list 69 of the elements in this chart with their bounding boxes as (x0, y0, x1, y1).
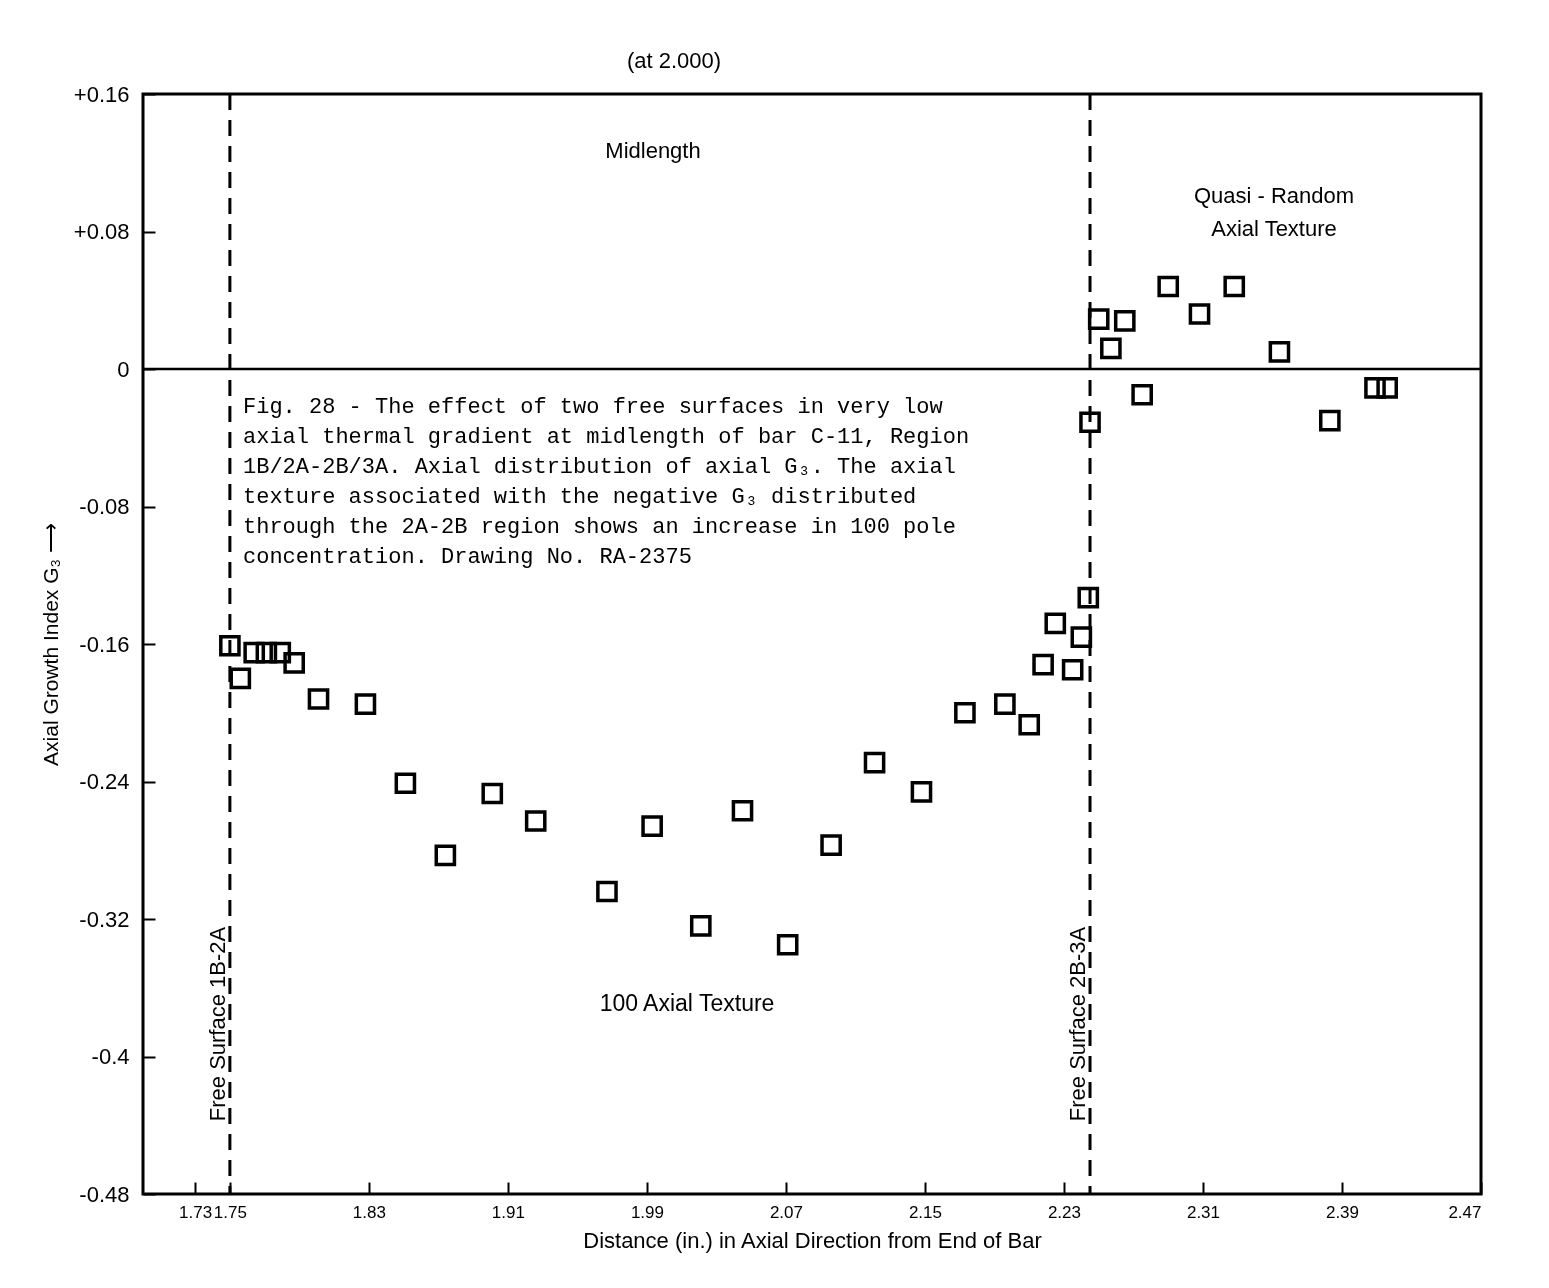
point (481, 782, 504, 805)
point (219, 634, 241, 657)
y-tick-label: 0 (117, 356, 130, 382)
point (1364, 377, 1386, 399)
point (641, 815, 663, 838)
point (434, 844, 457, 867)
point (1087, 308, 1110, 330)
point (910, 780, 933, 803)
x-tick-label: 1.91 (491, 1202, 525, 1222)
point (307, 688, 330, 710)
y-tick-label: -0.24 (79, 769, 130, 794)
point (1070, 626, 1093, 648)
point (954, 701, 976, 724)
annotation: Fig. 28 - The effect of two free surfaces in very low axial thermal gradient at midlength of bar C-11, Region 1B/2A-2B/3A. Axial distribution of axial G₃. The axial texture associated with the negative G₃ distributed through the 2A-2B region shows an increase in 100 pole concentration. Drawing No. RA-2375 (243, 395, 970, 570)
point (524, 810, 547, 832)
point (1268, 340, 1291, 363)
point (394, 772, 417, 795)
point (255, 641, 278, 664)
x-tick-label: 2.15 (908, 1202, 942, 1222)
x-tick-label: 2.47 (1448, 1202, 1482, 1222)
y-tick-label: -0.08 (79, 494, 130, 519)
x-tick-label: 1.73 (179, 1202, 213, 1222)
y-tick-label: -0.48 (79, 1181, 130, 1207)
x-tick-label: 2.31 (1186, 1202, 1221, 1222)
annotation: Midlength (605, 138, 701, 163)
point (820, 834, 842, 856)
point (1100, 337, 1122, 360)
y-tick-label: +0.16 (73, 81, 130, 107)
point (731, 799, 754, 822)
point (243, 641, 266, 664)
ref-line-label: Free Surface 1B-2A (204, 926, 230, 1122)
point (1079, 411, 1101, 434)
x-tick-label: 2.07 (769, 1202, 803, 1222)
point (1223, 275, 1246, 298)
y-tick-label: -0.16 (79, 631, 130, 657)
point (269, 641, 292, 664)
text: (at 2.000) (626, 48, 722, 73)
point (994, 693, 1016, 715)
x-tick-label: 2.23 (1047, 1202, 1082, 1222)
point (1376, 377, 1398, 399)
point (1032, 653, 1054, 676)
point (354, 693, 377, 715)
point (1044, 612, 1067, 635)
y-tick-label: -0.32 (79, 906, 130, 932)
annotation: 100 Axial Texture (599, 990, 775, 1016)
x-axis-title: Distance (in.) in Axial Direction from End of Bar (583, 1227, 1042, 1253)
point (1018, 713, 1041, 736)
point (776, 933, 799, 956)
y-tick-label: +0.08 (73, 219, 130, 244)
x-tick-label: 1.75 (213, 1202, 247, 1222)
point (1061, 658, 1084, 681)
point (1077, 586, 1100, 609)
y-tick-label: -0.4 (91, 1044, 130, 1069)
annotation: Quasi - Random Axial Texture (1193, 183, 1355, 241)
y-axis-title: Axial Growth Index G₃ ⟶ (38, 523, 62, 766)
x-tick-label: 1.83 (352, 1202, 386, 1222)
ref-line-label: Free Surface 2B-3A (1065, 926, 1091, 1122)
x-tick-label: 1.99 (630, 1202, 664, 1222)
point (596, 880, 618, 903)
point (1113, 310, 1136, 332)
point (229, 667, 252, 690)
point (1318, 409, 1341, 432)
point (863, 751, 886, 774)
point (1188, 303, 1211, 325)
point (283, 652, 306, 674)
point (1131, 383, 1153, 406)
point (689, 915, 712, 937)
x-tick-label: 2.39 (1325, 1202, 1360, 1222)
point (1157, 275, 1180, 298)
